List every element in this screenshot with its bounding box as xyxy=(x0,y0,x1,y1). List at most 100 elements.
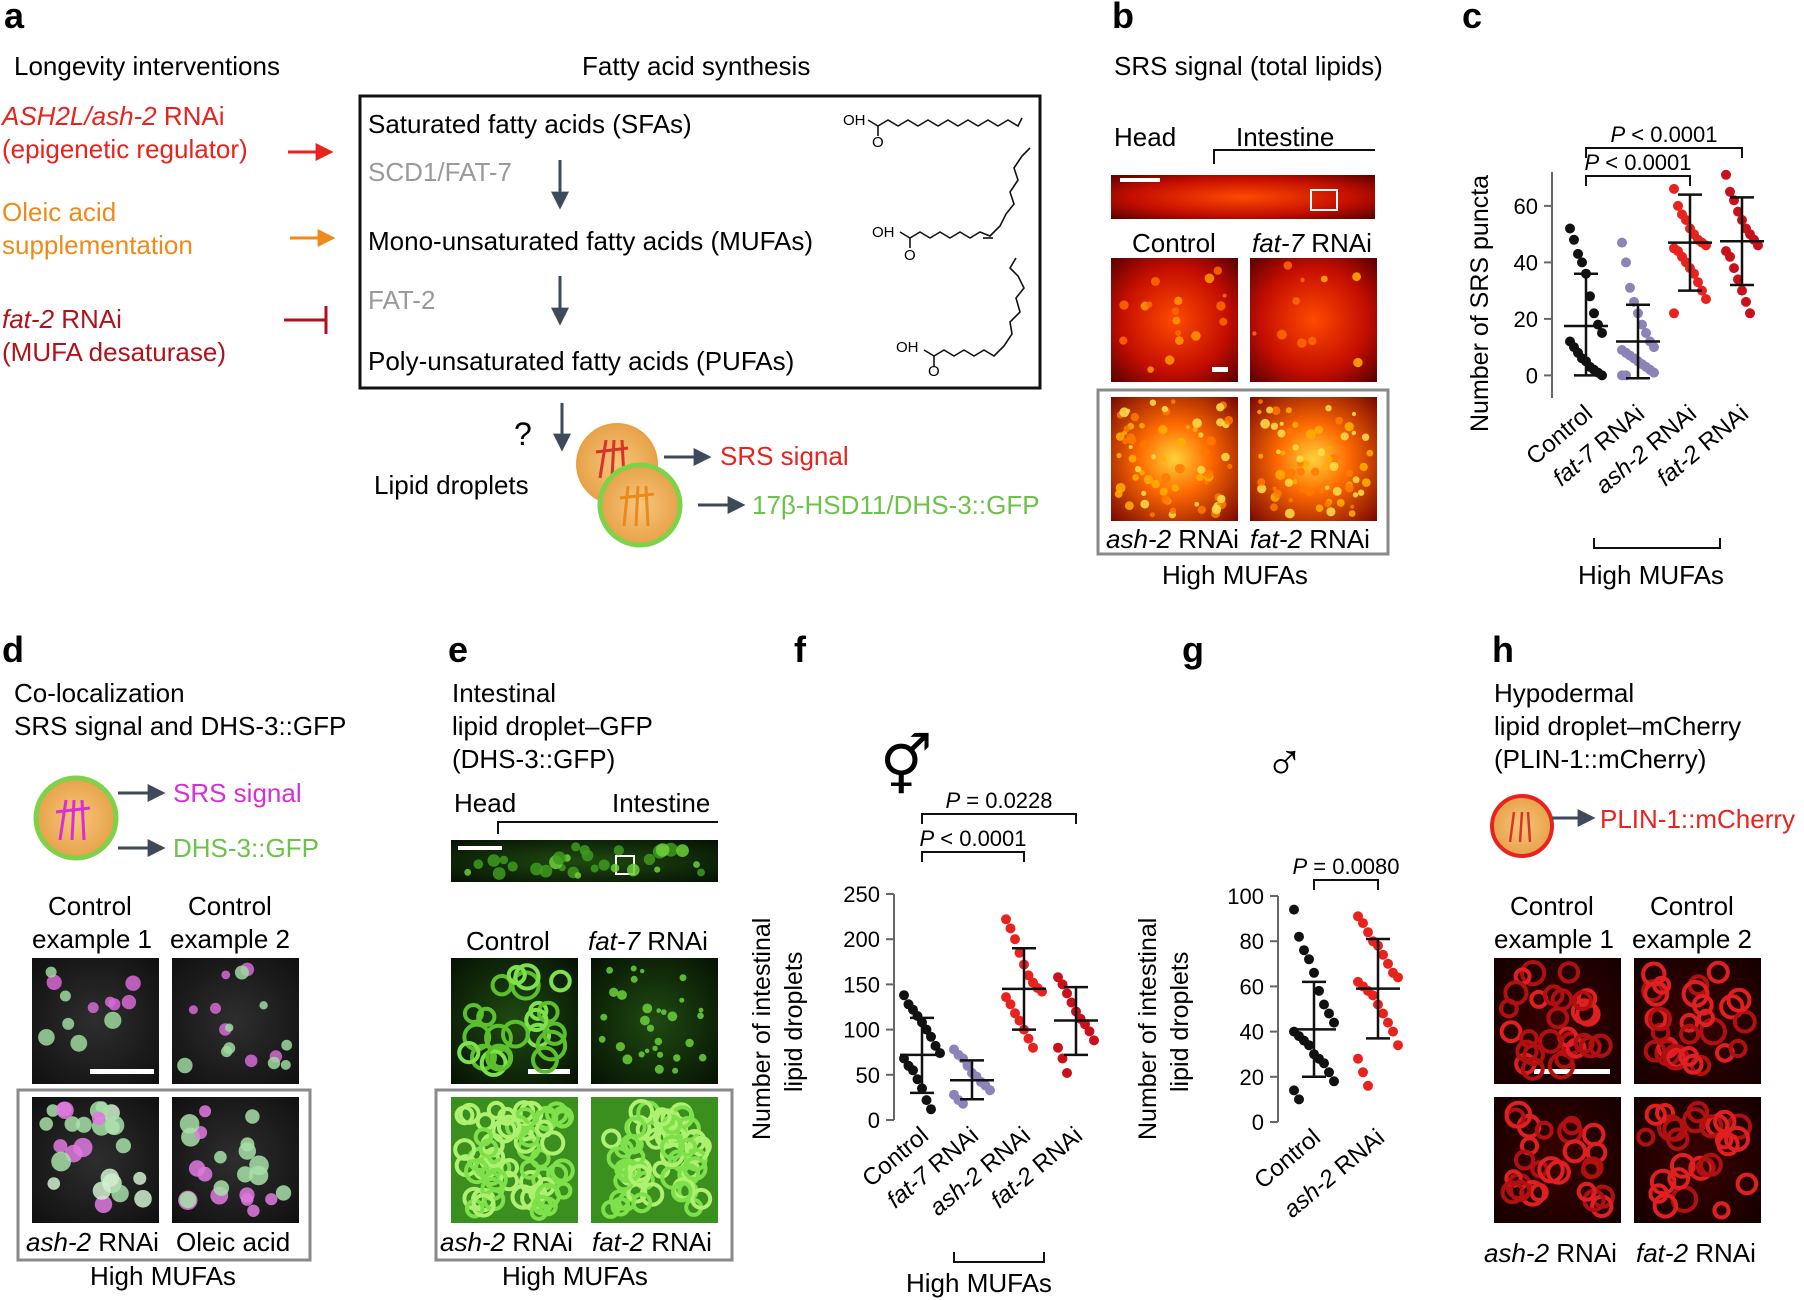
coloc-c1-texture-blob xyxy=(87,1002,99,1014)
srs-fat2-texture-blob xyxy=(1322,464,1329,471)
srs-ash2-texture-blob xyxy=(1217,494,1226,504)
mcherry-c1-texture-blob xyxy=(1520,1057,1545,1081)
coloc-c2-texture-blob xyxy=(280,1059,291,1070)
srs-ash2-texture-blob xyxy=(1192,426,1198,433)
data-point xyxy=(1689,268,1699,279)
srs-fat7-texture-blob xyxy=(1308,336,1317,346)
panel-f: f ⚥ Number of intestinal lipid droplets … xyxy=(748,629,1099,1298)
srs-fat2-texture-blob xyxy=(1296,467,1305,476)
p-value-label: P = 0.0080 xyxy=(1292,854,1399,879)
srs-ash2-texture-blob xyxy=(1169,507,1177,515)
srs-fat2-texture-blob xyxy=(1336,499,1345,507)
panel-b-title: SRS signal (total lipids) xyxy=(1114,51,1383,81)
panel-h-t2: lipid droplet–mCherry xyxy=(1494,711,1741,741)
coloc-oleic-texture-blob xyxy=(245,1109,260,1124)
data-point xyxy=(1001,914,1011,925)
fat2-label-b: fat-2 RNAi xyxy=(1250,524,1370,554)
data-point xyxy=(1681,215,1691,225)
data-point xyxy=(958,1098,968,1109)
mcherry-fat2-texture-blob xyxy=(1695,1157,1716,1178)
gfp-ash2-texture-blob xyxy=(499,1158,520,1178)
srs-fat2-texture-blob xyxy=(1318,483,1327,492)
mcherry-ash2-texture-blob xyxy=(1537,1156,1565,1184)
srs-fat2-texture-blob xyxy=(1271,406,1281,416)
srs-fat2-image xyxy=(1250,397,1377,521)
high-mufa-e: High MUFAs xyxy=(502,1261,648,1291)
srs-fat2-texture xyxy=(1257,399,1374,519)
srs-control-texture-blob xyxy=(1174,296,1183,306)
mcherry-c2-texture-blob xyxy=(1728,1038,1748,1059)
ylabel-f2: lipid droplets xyxy=(780,952,808,1092)
coloc-c2-texture-blob xyxy=(210,1002,221,1014)
mcherry-ash2-texture-blob xyxy=(1500,1180,1525,1205)
ctrl2a-h: Control xyxy=(1650,891,1734,921)
gfp-fat7-texture-blob xyxy=(654,1037,663,1046)
srs-ash2-texture-blob xyxy=(1185,425,1190,430)
y-tick-label: 100 xyxy=(843,1018,880,1043)
srs-control-texture-blob xyxy=(1119,336,1128,345)
srs-fat7-texture-blob xyxy=(1320,275,1328,283)
mufa-o: O xyxy=(904,247,916,264)
srs-ash2-texture-blob xyxy=(1170,399,1176,405)
coloc-c1-texture-blob xyxy=(108,998,121,1011)
srs-fat2-texture-blob xyxy=(1305,487,1315,497)
srs-fat2-texture-blob xyxy=(1257,484,1267,494)
data-point xyxy=(1701,294,1711,305)
worm-gfp-texture-blob xyxy=(579,845,590,856)
srs-fat2-texture-blob xyxy=(1335,416,1343,425)
coloc-ash2-texture-blob xyxy=(134,1190,152,1208)
data-point xyxy=(1294,1094,1304,1105)
data-point xyxy=(1569,234,1579,245)
data-point xyxy=(1053,1042,1063,1053)
intestine-label-e: Intestine xyxy=(612,788,710,818)
coloc-c1-texture-blob xyxy=(62,1017,75,1030)
srs-control-texture xyxy=(1119,266,1228,373)
srs-ash2-texture-blob xyxy=(1227,463,1233,470)
coloc-ash2-texture-blob xyxy=(92,1111,106,1126)
gfp-control-texture-blob xyxy=(490,974,513,997)
gfp-fat7-texture-blob xyxy=(638,1051,645,1058)
srs-ash2-texture-blob xyxy=(1139,469,1145,476)
coloc-c1-texture-blob xyxy=(125,975,141,991)
sfa-label: Saturated fatty acids (SFAs) xyxy=(368,109,692,139)
gfp-control-texture-blob xyxy=(457,1041,481,1065)
gfp-fat7-texture-blob xyxy=(622,1054,633,1065)
data-point xyxy=(1388,1026,1398,1037)
gfp-ash2-texture-blob xyxy=(519,1159,541,1180)
intervention-fat2-sub: (MUFA desaturase) xyxy=(2,337,226,367)
data-point xyxy=(921,1095,932,1106)
coloc-ash2-texture-blob xyxy=(111,1184,129,1203)
data-point xyxy=(1383,1017,1393,1028)
y-tick-label: 60 xyxy=(1514,194,1538,219)
p-value-label: P = 0.0228 xyxy=(945,788,1052,813)
data-point xyxy=(1669,308,1679,319)
srs-ash2-texture-blob xyxy=(1141,490,1147,496)
y-tick-label: 0 xyxy=(868,1108,880,1133)
gfp-fat7-texture-blob xyxy=(698,1007,704,1013)
data-point xyxy=(1005,999,1016,1010)
srs-fat2-texture-blob xyxy=(1319,489,1324,494)
coloc-ash2-texture-blob xyxy=(115,1138,131,1154)
srs-fat2-texture-blob xyxy=(1340,432,1349,441)
srs-fat2-texture-blob xyxy=(1325,485,1330,491)
droplet-front-icon xyxy=(597,462,683,548)
srs-fat2-texture-blob xyxy=(1279,421,1284,426)
gfp-fat7-texture-blob xyxy=(673,1054,681,1062)
worm-gfp-texture-blob xyxy=(693,861,700,868)
mcherry-c2-texture-blob xyxy=(1643,1039,1667,1063)
question-mark: ? xyxy=(514,416,532,452)
mcherry-fat2-texture-blob xyxy=(1655,1103,1675,1123)
panel-b-label: b xyxy=(1112,0,1134,36)
panel-h: h Hypodermal lipid droplet–mCherry (PLIN… xyxy=(1484,629,1795,1268)
mcherry-c1-texture-blob xyxy=(1570,998,1598,1025)
ctrl2b-h: example 2 xyxy=(1632,924,1752,954)
srs-fat7-texture xyxy=(1252,261,1363,368)
mcherry-fat2-texture-blob xyxy=(1682,1107,1709,1134)
gfp-control-texture-blob xyxy=(549,969,572,993)
srs-fat2-texture-blob xyxy=(1306,429,1316,440)
panel-e-label: e xyxy=(448,629,468,670)
coloc-oleic-texture-blob xyxy=(214,1150,227,1164)
gfp-ash2-texture-blob xyxy=(484,1167,508,1192)
coloc-ash2-texture-blob xyxy=(75,1116,92,1133)
